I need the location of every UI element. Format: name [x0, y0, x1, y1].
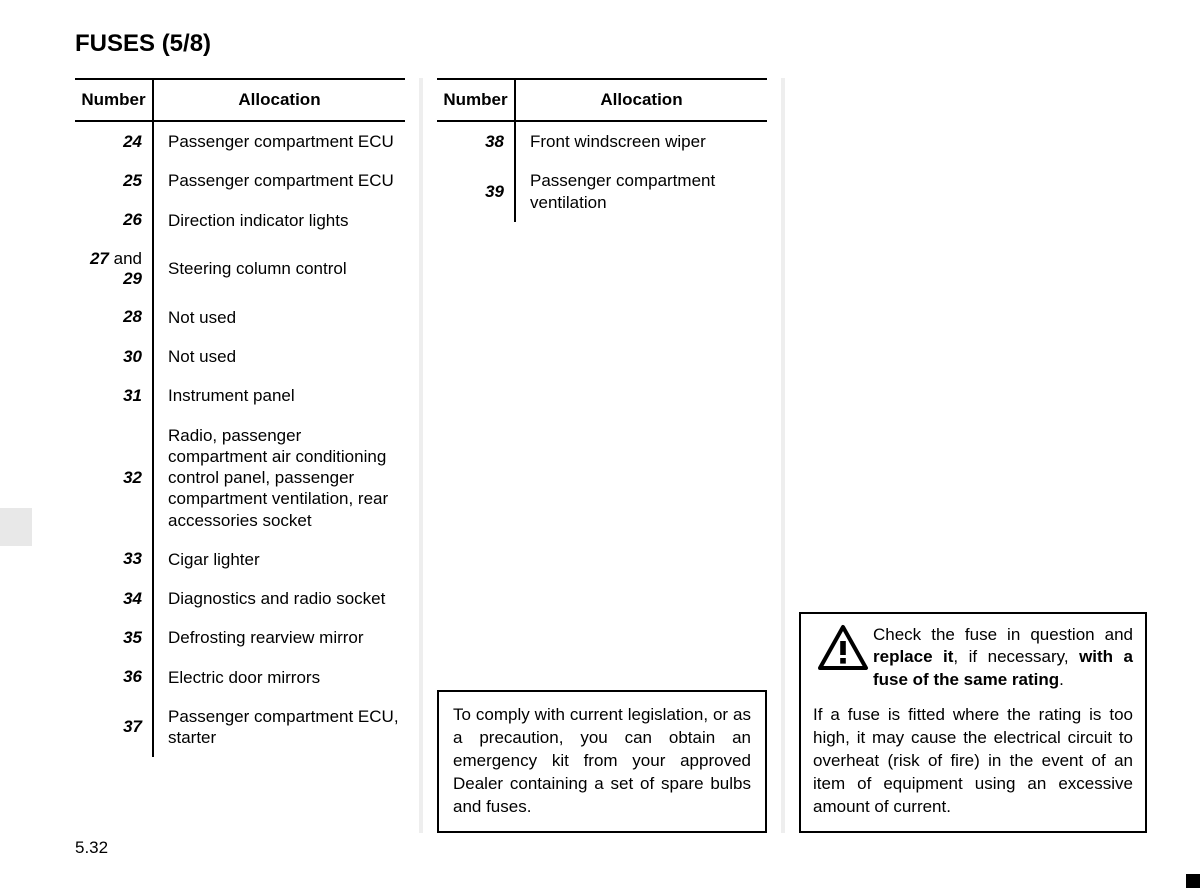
fuse-number: 34	[75, 579, 153, 618]
fuse-number-and: and	[114, 249, 142, 268]
table-row: 31Instrument panel	[75, 376, 405, 415]
column-middle: Number Allocation 38Front windscreen wip…	[437, 78, 785, 833]
fuse-number: 33	[75, 540, 153, 579]
section-tab-mark	[0, 508, 32, 546]
page-number: 5.32	[75, 838, 108, 858]
warning-secondary-text: If a fuse is fitted where the rating is …	[801, 700, 1145, 831]
fuse-table-middle: Number Allocation 38Front windscreen wip…	[437, 78, 767, 222]
fuse-number: 35	[75, 618, 153, 657]
fuse-allocation: Passenger compartment ECU	[153, 121, 405, 161]
fuse-number: 32	[75, 416, 153, 540]
fuse-number: 30	[75, 337, 153, 376]
fuse-table-left: Number Allocation 24Passenger compartmen…	[75, 78, 405, 757]
fuse-allocation: Passenger compartment ventilation	[515, 161, 767, 222]
table-row: 32Radio, passenger compartment air condi…	[75, 416, 405, 540]
table-row: 39Passenger compartment ventilation	[437, 161, 767, 222]
fuse-allocation: Defrosting rearview mirror	[153, 618, 405, 657]
fuse-number: 25	[75, 161, 153, 200]
page-corner-mark	[1186, 874, 1200, 888]
fuse-allocation: Radio, passenger compartment air conditi…	[153, 416, 405, 540]
warn-pre: Check the fuse in question and	[873, 625, 1133, 644]
fuse-number: 36	[75, 658, 153, 697]
fuse-allocation: Not used	[153, 337, 405, 376]
fuse-number: 27 and 29	[75, 240, 153, 298]
fuse-number-a: 27	[90, 249, 109, 268]
warning-triangle-icon	[813, 624, 873, 693]
fuse-allocation: Steering column control	[153, 240, 405, 298]
header-number: Number	[437, 79, 515, 121]
fuse-number: 37	[75, 697, 153, 758]
warn-post: .	[1059, 670, 1064, 689]
table-row: 25Passenger compartment ECU	[75, 161, 405, 200]
fuse-number: 24	[75, 121, 153, 161]
page-content: FUSES (5/8) Number Allocation 24Passenge…	[75, 30, 1175, 850]
fuse-allocation: Cigar lighter	[153, 540, 405, 579]
fuse-allocation: Instrument panel	[153, 376, 405, 415]
page-title: FUSES (5/8)	[75, 30, 1175, 58]
column-right: Check the fuse in question and replace i…	[799, 78, 1147, 833]
header-number: Number	[75, 79, 153, 121]
table-row: 37Passenger compartment ECU, starter	[75, 697, 405, 758]
warning-top-row: Check the fuse in question and replace i…	[801, 614, 1145, 701]
fuse-allocation: Front windscreen wiper	[515, 121, 767, 161]
fuse-number: 39	[437, 161, 515, 222]
fuse-allocation: Electric door mirrors	[153, 658, 405, 697]
table-row: 35Defrosting rearview mirror	[75, 618, 405, 657]
table-row: 27 and 29 Steering column control	[75, 240, 405, 298]
table-row: 30Not used	[75, 337, 405, 376]
legislation-note-box: To comply with current legislation, or a…	[437, 690, 767, 833]
fuse-allocation: Passenger compartment ECU	[153, 161, 405, 200]
header-allocation: Allocation	[153, 79, 405, 121]
fuse-allocation: Passenger compartment ECU, starter	[153, 697, 405, 758]
fuse-allocation: Not used	[153, 298, 405, 337]
title-suffix: (5/8)	[162, 30, 211, 57]
fuse-number: 28	[75, 298, 153, 337]
table-row: 38Front windscreen wiper	[437, 121, 767, 161]
warn-bold-1: replace it	[873, 647, 953, 666]
fuse-allocation: Direction indicator lights	[153, 201, 405, 240]
title-main: FUSES	[75, 30, 155, 57]
header-allocation: Allocation	[515, 79, 767, 121]
warning-box: Check the fuse in question and replace i…	[799, 612, 1147, 834]
table-row: 26Direction indicator lights	[75, 201, 405, 240]
fuse-number: 26	[75, 201, 153, 240]
table-row: 34Diagnostics and radio socket	[75, 579, 405, 618]
warning-primary-text: Check the fuse in question and replace i…	[873, 624, 1133, 693]
table-row: 33Cigar lighter	[75, 540, 405, 579]
table-row: 24Passenger compartment ECU	[75, 121, 405, 161]
fuse-number-b: 29	[123, 269, 142, 288]
legislation-note-text: To comply with current legislation, or a…	[453, 705, 751, 816]
column-left: Number Allocation 24Passenger compartmen…	[75, 78, 423, 833]
table-row: 28Not used	[75, 298, 405, 337]
table-row: 36Electric door mirrors	[75, 658, 405, 697]
content-columns: Number Allocation 24Passenger compartmen…	[75, 78, 1175, 833]
fuse-allocation: Diagnostics and radio socket	[153, 579, 405, 618]
fuse-number: 31	[75, 376, 153, 415]
fuse-number: 38	[437, 121, 515, 161]
warn-mid: , if necessary,	[953, 647, 1079, 666]
